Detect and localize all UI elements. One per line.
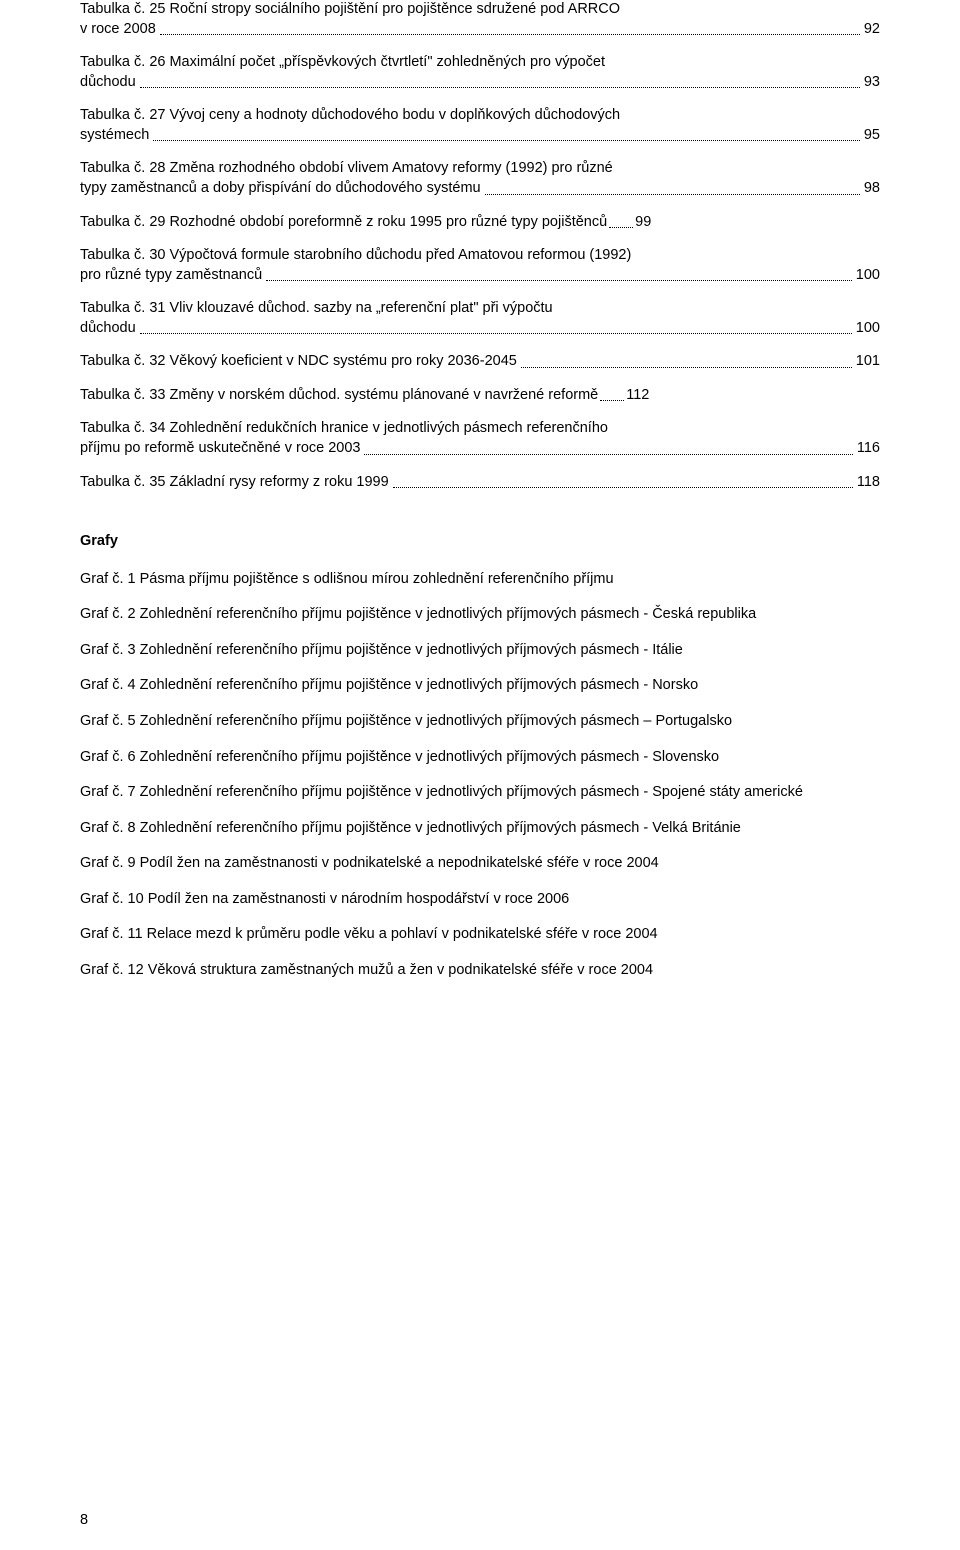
graph-entry: Graf č. 8 Zohlednění referenčního příjmu… bbox=[80, 819, 880, 839]
toc-label-line2: v roce 2008 bbox=[80, 20, 156, 40]
toc-entry: Tabulka č. 29 Rozhodné období poreformně… bbox=[80, 213, 880, 233]
toc-label-line1: Tabulka č. 28 Změna rozhodného období vl… bbox=[80, 159, 880, 179]
toc-label-line2: systémech bbox=[80, 126, 149, 146]
toc-leader-dots bbox=[140, 333, 852, 334]
graph-entry: Graf č. 7 Zohlednění referenčního příjmu… bbox=[80, 783, 880, 803]
toc-label-line2: důchodu bbox=[80, 73, 136, 93]
toc-page-number: 100 bbox=[856, 266, 880, 286]
graph-entry: Graf č. 1 Pásma příjmu pojištěnce s odli… bbox=[80, 570, 880, 590]
toc-label-line1: Tabulka č. 31 Vliv klouzavé důchod. sazb… bbox=[80, 299, 880, 319]
toc-label-line1: Tabulka č. 34 Zohlednění redukčních hran… bbox=[80, 419, 880, 439]
toc-entry: Tabulka č. 35 Základní rysy reformy z ro… bbox=[80, 473, 880, 493]
toc-label-line1: Tabulka č. 26 Maximální počet „příspěvko… bbox=[80, 53, 880, 73]
toc-label-line1: Tabulka č. 25 Roční stropy sociálního po… bbox=[80, 0, 880, 20]
toc-label-line2: důchodu bbox=[80, 319, 136, 339]
document-page: Tabulka č. 25 Roční stropy sociálního po… bbox=[0, 0, 960, 1550]
graph-entry: Graf č. 3 Zohlednění referenčního příjmu… bbox=[80, 641, 880, 661]
toc-entry: Tabulka č. 28 Změna rozhodného období vl… bbox=[80, 159, 880, 198]
toc-leader-dots bbox=[485, 194, 860, 195]
page-number: 8 bbox=[80, 1512, 88, 1528]
toc-page-number: 118 bbox=[857, 473, 880, 493]
graph-entry: Graf č. 11 Relace mezd k průměru podle v… bbox=[80, 925, 880, 945]
toc-leader-dots bbox=[140, 87, 860, 88]
graph-entry: Graf č. 9 Podíl žen na zaměstnanosti v p… bbox=[80, 854, 880, 874]
graph-entry: Graf č. 5 Zohlednění referenčního příjmu… bbox=[80, 712, 880, 732]
toc-label-line2: pro různé typy zaměstnanců bbox=[80, 266, 262, 286]
toc-page-number: 98 bbox=[864, 179, 880, 199]
graph-entry: Graf č. 10 Podíl žen na zaměstnanosti v … bbox=[80, 890, 880, 910]
toc-label-line1: Tabulka č. 35 Základní rysy reformy z ro… bbox=[80, 473, 389, 493]
toc-leader-dots bbox=[364, 454, 852, 455]
toc-entry: Tabulka č. 26 Maximální počet „příspěvko… bbox=[80, 53, 880, 92]
toc-leader-dots bbox=[153, 140, 860, 141]
toc-label-line1: Tabulka č. 30 Výpočtová formule starobní… bbox=[80, 246, 880, 266]
toc-label-line1: Tabulka č. 29 Rozhodné období poreformně… bbox=[80, 213, 607, 233]
graph-entry: Graf č. 2 Zohlednění referenčního příjmu… bbox=[80, 605, 880, 625]
toc-page-number: 92 bbox=[864, 20, 880, 40]
toc-entry: Tabulka č. 32 Věkový koeficient v NDC sy… bbox=[80, 352, 880, 372]
toc-leader-dots bbox=[609, 227, 633, 228]
toc-label-line1: Tabulka č. 27 Vývoj ceny a hodnoty důcho… bbox=[80, 106, 880, 126]
toc-entry: Tabulka č. 31 Vliv klouzavé důchod. sazb… bbox=[80, 299, 880, 338]
toc-page-number: 101 bbox=[856, 352, 880, 372]
toc-label-line2: příjmu po reformě uskutečněné v roce 200… bbox=[80, 439, 360, 459]
toc-label-line1: Tabulka č. 33 Změny v norském důchod. sy… bbox=[80, 386, 598, 406]
toc-page-number: 95 bbox=[864, 126, 880, 146]
toc-entry: Tabulka č. 34 Zohlednění redukčních hran… bbox=[80, 419, 880, 458]
toc-label-line2: typy zaměstnanců a doby přispívání do dů… bbox=[80, 179, 481, 199]
toc-page-number: 116 bbox=[857, 439, 880, 459]
toc-label-line1: Tabulka č. 32 Věkový koeficient v NDC sy… bbox=[80, 352, 517, 372]
toc-entry: Tabulka č. 25 Roční stropy sociálního po… bbox=[80, 0, 880, 39]
graph-entry: Graf č. 4 Zohlednění referenčního příjmu… bbox=[80, 676, 880, 696]
toc-entry: Tabulka č. 30 Výpočtová formule starobní… bbox=[80, 246, 880, 285]
graph-entry: Graf č. 6 Zohlednění referenčního příjmu… bbox=[80, 748, 880, 768]
toc-page-number: 99 bbox=[635, 213, 651, 233]
graph-entry: Graf č. 12 Věková struktura zaměstnaných… bbox=[80, 961, 880, 981]
toc-entry: Tabulka č. 27 Vývoj ceny a hodnoty důcho… bbox=[80, 106, 880, 145]
toc-leader-dots bbox=[160, 34, 860, 35]
graphs-section-title: Grafy bbox=[80, 532, 880, 552]
toc-leader-dots bbox=[600, 400, 624, 401]
toc-leader-dots bbox=[393, 487, 853, 488]
toc-page-number: 112 bbox=[626, 386, 649, 406]
toc-page-number: 93 bbox=[864, 73, 880, 93]
toc-page-number: 100 bbox=[856, 319, 880, 339]
toc-leader-dots bbox=[521, 367, 852, 368]
toc-entry: Tabulka č. 33 Změny v norském důchod. sy… bbox=[80, 386, 880, 406]
toc-leader-dots bbox=[266, 280, 852, 281]
